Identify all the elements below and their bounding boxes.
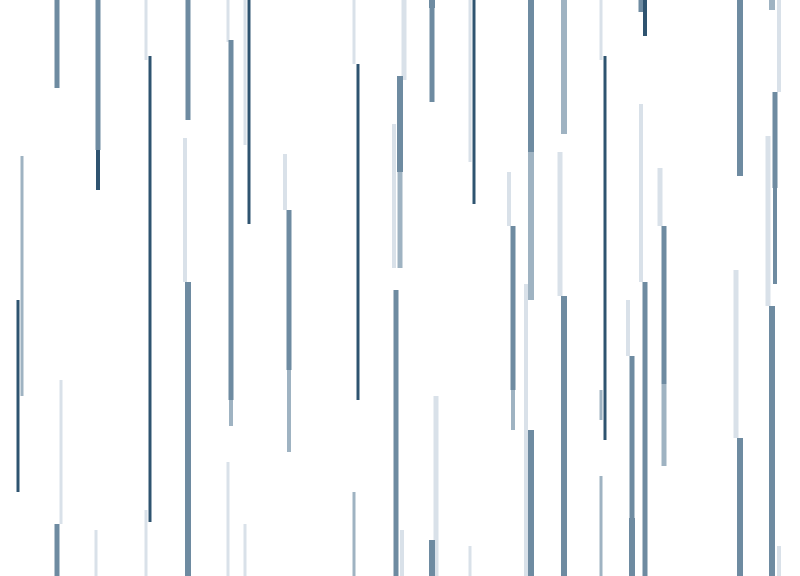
rain-streak-13 bbox=[226, 0, 230, 42]
rain-streak-45 bbox=[510, 226, 516, 390]
rain-streak-56 bbox=[599, 390, 603, 420]
rain-streak-78 bbox=[777, 546, 781, 576]
rain-streak-17 bbox=[243, 0, 247, 145]
rain-streak-71 bbox=[737, 438, 743, 576]
rain-streak-16 bbox=[226, 462, 230, 576]
rain-streak-12 bbox=[185, 282, 191, 576]
rain-streak-73 bbox=[777, 0, 781, 92]
rain-streak-10 bbox=[185, 0, 191, 120]
rain-streak-44 bbox=[507, 172, 511, 226]
rain-streak-4 bbox=[96, 150, 100, 190]
rain-streak-74 bbox=[772, 92, 778, 188]
rain-streak-39 bbox=[433, 396, 439, 576]
rain-streak-35 bbox=[393, 290, 399, 576]
rain-streak-20 bbox=[20, 156, 24, 300]
rain-streak-2 bbox=[54, 524, 60, 576]
rain-streak-31 bbox=[401, 0, 407, 80]
rain-streak-58 bbox=[626, 300, 630, 356]
rain-streak-47 bbox=[524, 284, 528, 576]
rain-streak-57 bbox=[599, 476, 603, 576]
rain-streak-46 bbox=[511, 390, 515, 430]
rain-streak-55 bbox=[603, 56, 607, 440]
rain-streak-76 bbox=[773, 188, 777, 284]
rain-streak-11 bbox=[183, 138, 187, 282]
rain-streak-25 bbox=[286, 210, 292, 370]
rain-streak-19 bbox=[243, 524, 247, 576]
rain-streak-43 bbox=[468, 546, 472, 576]
rain-streak-59 bbox=[629, 356, 635, 518]
rain-streak-27 bbox=[352, 0, 356, 64]
rain-streak-41 bbox=[468, 0, 472, 162]
rain-streak-40 bbox=[429, 540, 435, 576]
rain-streak-66 bbox=[661, 226, 667, 384]
rain-streak-34 bbox=[397, 172, 403, 268]
rain-streak-33 bbox=[392, 124, 396, 268]
rain-streak-1 bbox=[54, 0, 60, 88]
rain-streak-72 bbox=[769, 0, 775, 10]
rain-streak-7 bbox=[148, 56, 152, 376]
rain-streak-8 bbox=[148, 376, 152, 522]
rain-streak-70 bbox=[737, 116, 743, 176]
rain-streak-51 bbox=[557, 152, 563, 296]
rain-streak-3 bbox=[95, 0, 101, 150]
rain-streak-65 bbox=[657, 168, 663, 226]
rain-streak-42 bbox=[472, 0, 476, 204]
rain-streak-29 bbox=[356, 340, 360, 400]
rain-streak-28 bbox=[356, 64, 360, 340]
rain-streak-24 bbox=[283, 154, 287, 210]
rain-streak-36 bbox=[400, 530, 404, 576]
rain-streak-67 bbox=[661, 384, 667, 466]
rain-streak-30 bbox=[352, 492, 356, 576]
rain-streak-32 bbox=[397, 76, 403, 172]
rain-streak-77 bbox=[769, 306, 775, 576]
rain-streak-21 bbox=[16, 300, 20, 492]
rain-streak-60 bbox=[629, 518, 635, 576]
rain-streak-68 bbox=[733, 270, 739, 438]
rain-streak-52 bbox=[561, 0, 567, 134]
rain-streak-6 bbox=[144, 0, 148, 60]
rain-streak-53 bbox=[561, 296, 567, 576]
rain-streak-49 bbox=[528, 152, 534, 300]
rain-streak-26 bbox=[287, 370, 291, 452]
rain-streak-69 bbox=[737, 0, 743, 116]
rain-streak-61 bbox=[638, 0, 644, 12]
rain-streak-22 bbox=[20, 300, 24, 396]
rain-streak-50 bbox=[528, 430, 534, 576]
rain-streak-54 bbox=[599, 0, 603, 60]
rain-streak-15 bbox=[229, 400, 233, 426]
rain-streak-38 bbox=[429, 8, 435, 102]
rain-streak-5 bbox=[94, 530, 98, 576]
rain-streak-64 bbox=[642, 282, 648, 576]
rain-streak-48 bbox=[528, 0, 534, 152]
rain-streak-75 bbox=[765, 136, 771, 306]
rain-streak-62 bbox=[643, 0, 647, 36]
rain-streak-18 bbox=[247, 0, 251, 224]
rain-streak-23 bbox=[59, 380, 63, 524]
rain-streak-9 bbox=[144, 510, 148, 576]
rain-streak-63 bbox=[639, 104, 643, 282]
rain-streak-37 bbox=[429, 0, 435, 8]
rain-streak-14 bbox=[228, 40, 234, 400]
